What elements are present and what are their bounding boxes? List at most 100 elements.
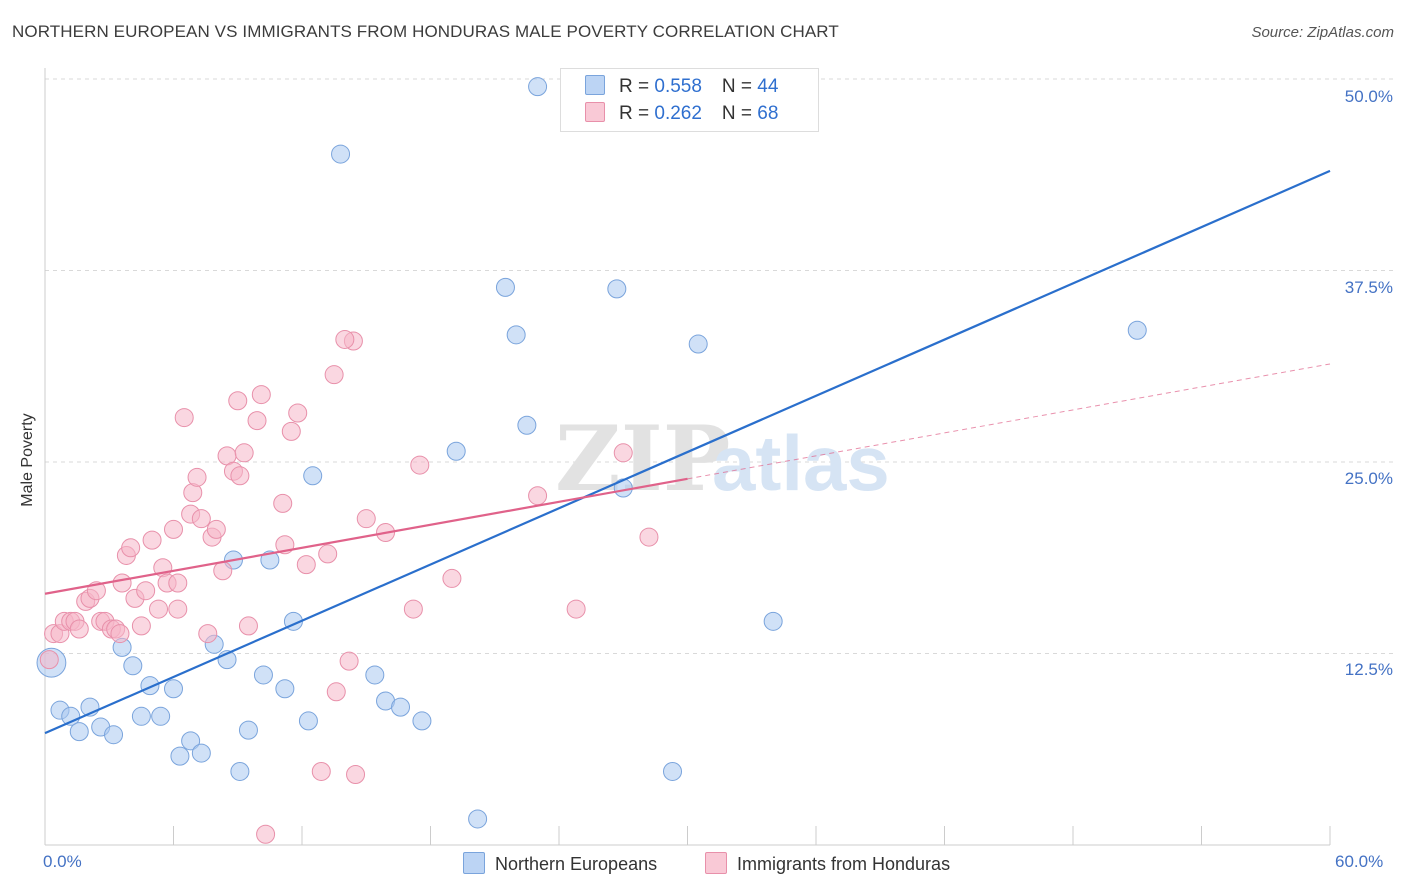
honduras-point	[136, 581, 156, 601]
northern-european-point	[688, 334, 708, 354]
honduras-point	[256, 824, 276, 844]
northern-european-point	[1127, 320, 1147, 340]
legend-n-label: N =	[721, 76, 758, 97]
honduras-point	[230, 466, 250, 486]
honduras-point	[142, 530, 162, 550]
northern-european-point	[260, 550, 280, 570]
legend-r-label: R =	[619, 103, 655, 124]
legend-n-value: 44	[757, 76, 779, 97]
legend-swatch-blue	[585, 75, 605, 95]
legend-r-value: 0.558	[654, 76, 702, 97]
honduras-point	[168, 599, 188, 619]
legend-r-value: 0.262	[654, 103, 702, 124]
honduras-point	[410, 455, 430, 475]
northern-european-point	[253, 665, 273, 685]
honduras-point	[318, 544, 338, 564]
northern-european-point	[446, 441, 466, 461]
northern-european-point	[104, 725, 124, 745]
honduras-point	[168, 573, 188, 593]
watermark-atlas: atlas	[712, 419, 890, 507]
y-tick-label-12-5: 12.5%	[1344, 660, 1393, 679]
bottom-legend-label: Immigrants from Honduras	[737, 854, 951, 874]
honduras-point	[206, 519, 226, 539]
source-label: Source: ZipAtlas.com	[1251, 24, 1394, 41]
chart-title: NORTHERN EUROPEAN VS IMMIGRANTS FROM HON…	[12, 22, 839, 41]
honduras-point	[288, 403, 308, 423]
honduras-point	[112, 573, 132, 593]
legend-swatch-pink	[585, 102, 605, 122]
northern-european-point	[391, 697, 411, 717]
y-tick-label-50: 50.0%	[1344, 87, 1393, 106]
honduras-point	[356, 509, 376, 529]
northern-european-point	[191, 743, 211, 763]
honduras-point	[566, 599, 586, 619]
honduras-point	[198, 624, 218, 644]
honduras-point	[187, 467, 207, 487]
honduras-point	[131, 616, 151, 636]
x-tick-label-60: 60.0%	[1335, 852, 1384, 871]
honduras-point	[326, 682, 346, 702]
trend-line-extension	[687, 363, 1331, 480]
honduras-point	[164, 519, 183, 539]
honduras-point	[613, 443, 633, 463]
trend-line	[44, 477, 688, 595]
northern-european-point	[164, 679, 183, 699]
northern-european-point	[123, 656, 143, 676]
honduras-point	[403, 599, 423, 619]
northern-european-point	[528, 77, 548, 97]
honduras-point	[528, 486, 548, 506]
honduras-point	[339, 651, 359, 671]
watermark-zip: ZIP	[555, 406, 730, 512]
honduras-point	[238, 616, 258, 636]
honduras-point	[311, 761, 331, 781]
northern-european-point	[238, 720, 258, 740]
northern-european-point	[275, 679, 295, 699]
legend-row-northern-europeans: R = 0.558 N = 44	[585, 75, 778, 99]
bottom-legend-honduras: Immigrants from Honduras	[705, 852, 950, 875]
northern-european-point	[607, 279, 627, 299]
northern-european-point	[331, 144, 351, 164]
honduras-point	[228, 391, 248, 411]
bottom-legend-northern-europeans: Northern Europeans	[463, 852, 657, 875]
honduras-point	[335, 329, 355, 349]
honduras-point	[110, 624, 130, 644]
legend-n-label: N =	[721, 103, 758, 124]
northern-european-point	[468, 809, 488, 829]
honduras-point	[296, 555, 316, 575]
legend-n-value: 68	[757, 103, 779, 124]
honduras-point	[247, 411, 267, 431]
northern-european-point	[517, 415, 537, 435]
honduras-point	[346, 765, 366, 785]
honduras-point	[149, 599, 169, 619]
trend-line	[44, 169, 1331, 735]
bottom-legend-swatch-pink	[705, 852, 727, 874]
honduras-point	[442, 568, 462, 588]
honduras-point	[39, 650, 59, 670]
northern-european-point	[170, 746, 190, 766]
northern-european-point	[303, 466, 323, 486]
x-tick-label-0: 0.0%	[43, 852, 82, 871]
honduras-point	[174, 408, 194, 428]
y-tick-label-37-5: 37.5%	[1344, 278, 1393, 297]
bottom-legend: Northern Europeans Immigrants from Hondu…	[0, 852, 1406, 876]
bottom-legend-label: Northern Europeans	[495, 854, 658, 874]
honduras-point	[324, 365, 344, 385]
legend-r-label: R =	[619, 76, 655, 97]
honduras-point	[281, 421, 301, 441]
northern-european-point	[412, 711, 432, 731]
northern-european-point	[506, 325, 526, 345]
honduras-point	[69, 619, 89, 639]
honduras-point	[234, 443, 254, 463]
honduras-point	[121, 538, 141, 558]
northern-european-point	[181, 731, 201, 751]
legend: R = 0.558 N = 44 R = 0.262 N = 68	[560, 68, 819, 132]
northern-european-point	[663, 761, 683, 781]
northern-european-point	[69, 722, 89, 742]
northern-european-point	[495, 277, 515, 297]
honduras-point	[251, 385, 271, 405]
honduras-point	[213, 561, 233, 581]
northern-european-point	[298, 711, 318, 731]
northern-european-point	[230, 761, 250, 781]
y-tick-label-25: 25.0%	[1344, 469, 1393, 488]
